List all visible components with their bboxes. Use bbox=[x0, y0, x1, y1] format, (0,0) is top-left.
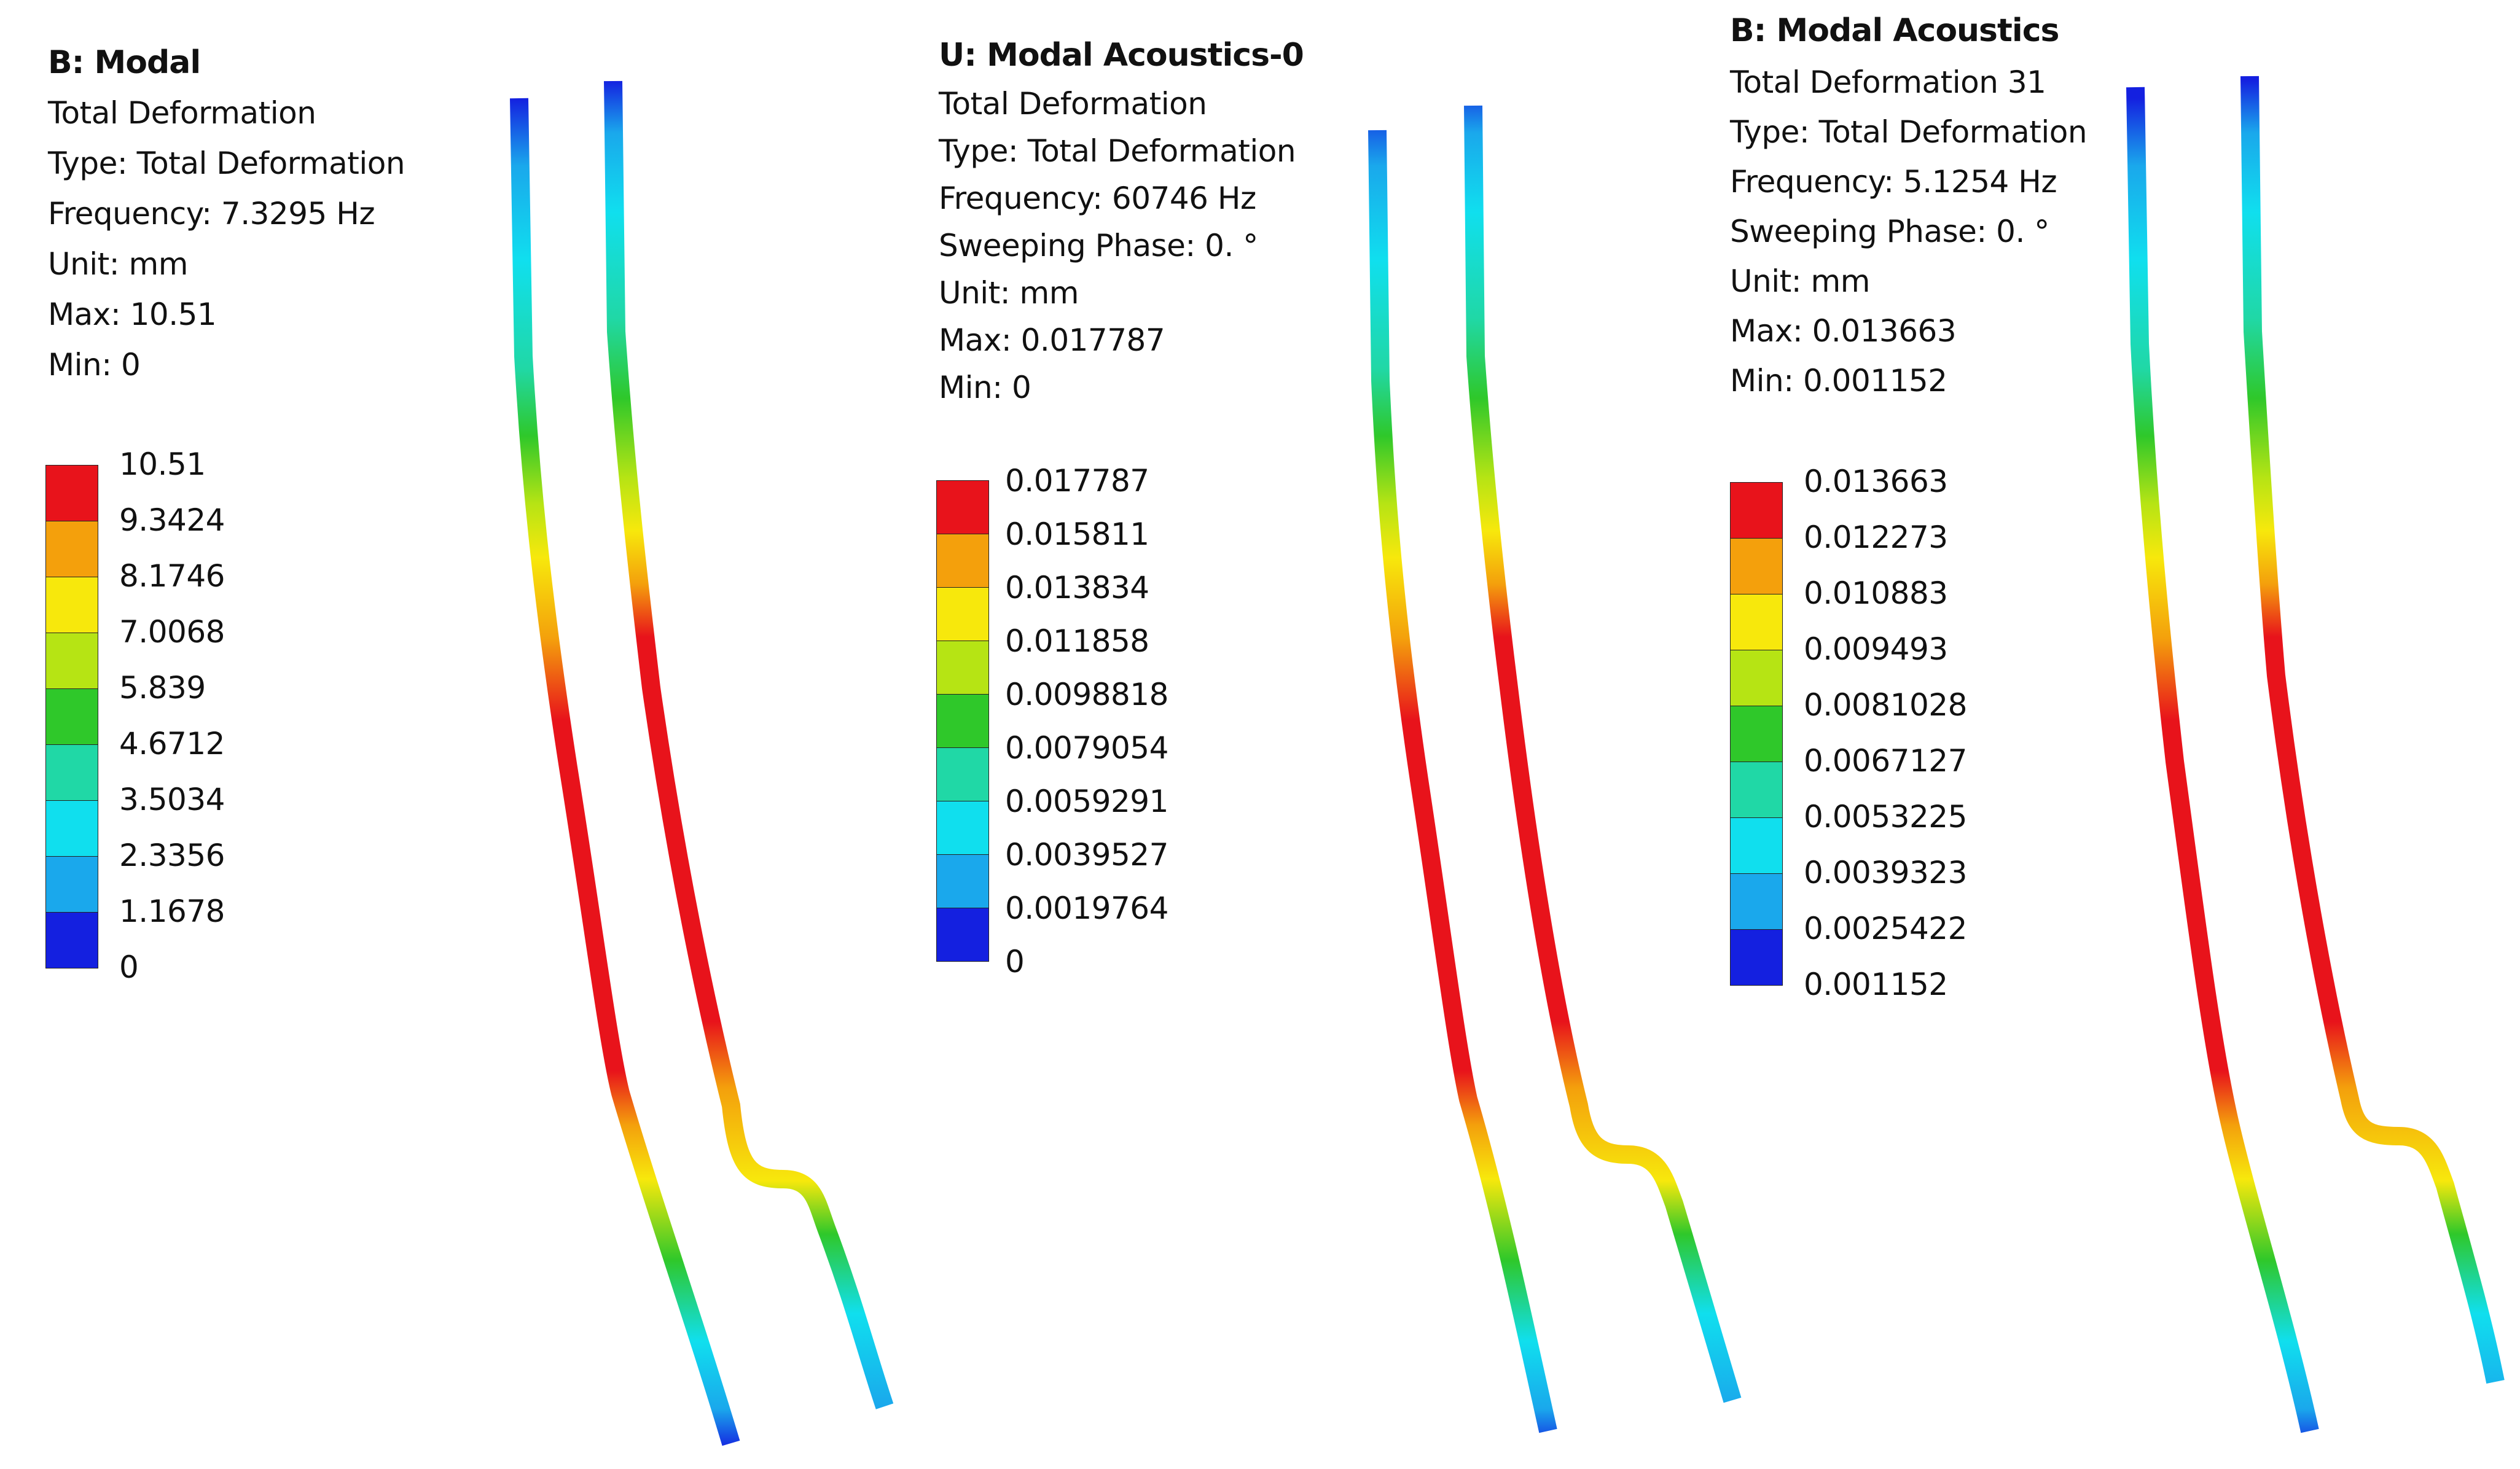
legend-label: 1.1678 bbox=[119, 894, 225, 929]
legend-swatch bbox=[45, 744, 98, 801]
deformed-rod bbox=[510, 98, 740, 1446]
legend-swatch bbox=[936, 801, 989, 855]
legend-swatch bbox=[936, 747, 989, 801]
legend-swatch bbox=[1730, 650, 1783, 706]
detail-line: Sweeping Phase: 0. ° bbox=[939, 228, 1258, 263]
detail-line: Min: 0 bbox=[939, 370, 1031, 405]
detail-line: Sweeping Phase: 0. ° bbox=[1730, 214, 2049, 249]
legend-label: 10.51 bbox=[119, 446, 206, 482]
legend-label: 0.0039527 bbox=[1005, 837, 1168, 873]
result-panel-1: B: Modal Total Deformation Type: Total D… bbox=[0, 0, 909, 1469]
legend-label: 0.012273 bbox=[1804, 520, 1948, 555]
legend-label: 0.0059291 bbox=[1005, 784, 1168, 819]
legend-swatch bbox=[1730, 929, 1783, 986]
detail-line: Max: 0.017787 bbox=[939, 322, 1165, 358]
detail-line: Max: 10.51 bbox=[48, 297, 217, 332]
legend-swatch bbox=[45, 688, 98, 745]
result-title: B: Modal Acoustics bbox=[1730, 12, 2059, 49]
legend-label: 0.0098818 bbox=[1005, 677, 1168, 712]
detail-line: Type: Total Deformation bbox=[1730, 114, 2088, 150]
detail-line: Frequency: 7.3295 Hz bbox=[48, 196, 375, 232]
detail-line: Total Deformation 31 bbox=[1730, 64, 2046, 100]
legend-label: 0.010883 bbox=[1804, 575, 1948, 611]
legend-label: 4.6712 bbox=[119, 726, 225, 762]
deformed-rod bbox=[2240, 76, 2505, 1384]
result-info-1: B: Modal bbox=[48, 44, 201, 81]
legend-label: 0.0039323 bbox=[1804, 855, 1967, 890]
legend-swatch bbox=[45, 912, 98, 968]
legend-label: 0.015811 bbox=[1005, 516, 1149, 552]
legend-label: 0.013834 bbox=[1005, 570, 1149, 606]
deformed-rod bbox=[604, 80, 894, 1409]
legend-swatch bbox=[45, 856, 98, 913]
legend-label: 9.3424 bbox=[119, 502, 225, 538]
result-panel-3: B: Modal Acoustics Total Deformation 31 … bbox=[1720, 0, 2520, 1469]
legend-swatch bbox=[936, 694, 989, 748]
legend-label: 0.001152 bbox=[1804, 967, 1948, 1002]
legend-label: 0.0081028 bbox=[1804, 687, 1967, 723]
legend-label: 0 bbox=[119, 949, 139, 985]
legend-swatch bbox=[936, 587, 989, 641]
detail-line: Type: Total Deformation bbox=[939, 133, 1296, 169]
deformed-rod bbox=[1464, 105, 1742, 1403]
legend-label: 0.0053225 bbox=[1804, 799, 1967, 835]
detail-line: Unit: mm bbox=[48, 246, 188, 282]
legend-label: 0.0079054 bbox=[1005, 730, 1168, 766]
detail-line: Frequency: 5.1254 Hz bbox=[1730, 164, 2057, 200]
legend-label: 3.5034 bbox=[119, 782, 225, 817]
deformed-rod bbox=[1368, 130, 1557, 1433]
legend-swatch bbox=[936, 908, 989, 962]
legend-label: 0.009493 bbox=[1804, 631, 1948, 667]
legend-label: 8.1746 bbox=[119, 558, 225, 594]
legend-swatch bbox=[1730, 873, 1783, 930]
detail-line: Min: 0.001152 bbox=[1730, 363, 1947, 399]
legend-label: 0.011858 bbox=[1005, 623, 1149, 659]
legend-swatch bbox=[936, 534, 989, 588]
legend-swatch bbox=[1730, 538, 1783, 594]
legend-label: 0.0025422 bbox=[1804, 911, 1967, 946]
legend-label: 0.013663 bbox=[1804, 464, 1948, 499]
result-info-2: U: Modal Acoustics-0 bbox=[939, 37, 1304, 74]
detail-line: Total Deformation bbox=[48, 95, 316, 131]
result-title: U: Modal Acoustics-0 bbox=[939, 37, 1304, 74]
detail-line: Unit: mm bbox=[1730, 263, 1870, 299]
legend-swatch bbox=[1730, 482, 1783, 539]
legend-label: 0 bbox=[1005, 944, 1025, 980]
legend-label: 2.3356 bbox=[119, 838, 225, 873]
legend-swatch bbox=[936, 480, 989, 534]
result-title: B: Modal bbox=[48, 44, 201, 81]
legend-swatch bbox=[936, 641, 989, 695]
legend-swatch bbox=[45, 800, 98, 857]
detail-line: Min: 0 bbox=[48, 347, 141, 383]
result-info-3: B: Modal Acoustics bbox=[1730, 12, 2059, 49]
detail-line: Frequency: 60746 Hz bbox=[939, 181, 1256, 216]
legend-swatch bbox=[1730, 706, 1783, 762]
legend-label: 5.839 bbox=[119, 670, 206, 706]
legend-label: 0.017787 bbox=[1005, 463, 1149, 499]
deformed-rod bbox=[2126, 87, 2319, 1433]
legend-label: 7.0068 bbox=[119, 614, 225, 650]
detail-line: Max: 0.013663 bbox=[1730, 313, 1957, 349]
legend-swatch bbox=[1730, 817, 1783, 874]
detail-line: Total Deformation bbox=[939, 86, 1207, 122]
legend-swatch bbox=[45, 521, 98, 577]
legend-swatch bbox=[936, 854, 989, 908]
detail-line: Type: Total Deformation bbox=[48, 146, 405, 181]
detail-line: Unit: mm bbox=[939, 275, 1079, 311]
legend-swatch bbox=[1730, 594, 1783, 650]
legend-label: 0.0019764 bbox=[1005, 890, 1168, 926]
result-panel-2: U: Modal Acoustics-0 Total Deformation T… bbox=[909, 0, 1720, 1469]
legend-label: 0.0067127 bbox=[1804, 743, 1967, 779]
